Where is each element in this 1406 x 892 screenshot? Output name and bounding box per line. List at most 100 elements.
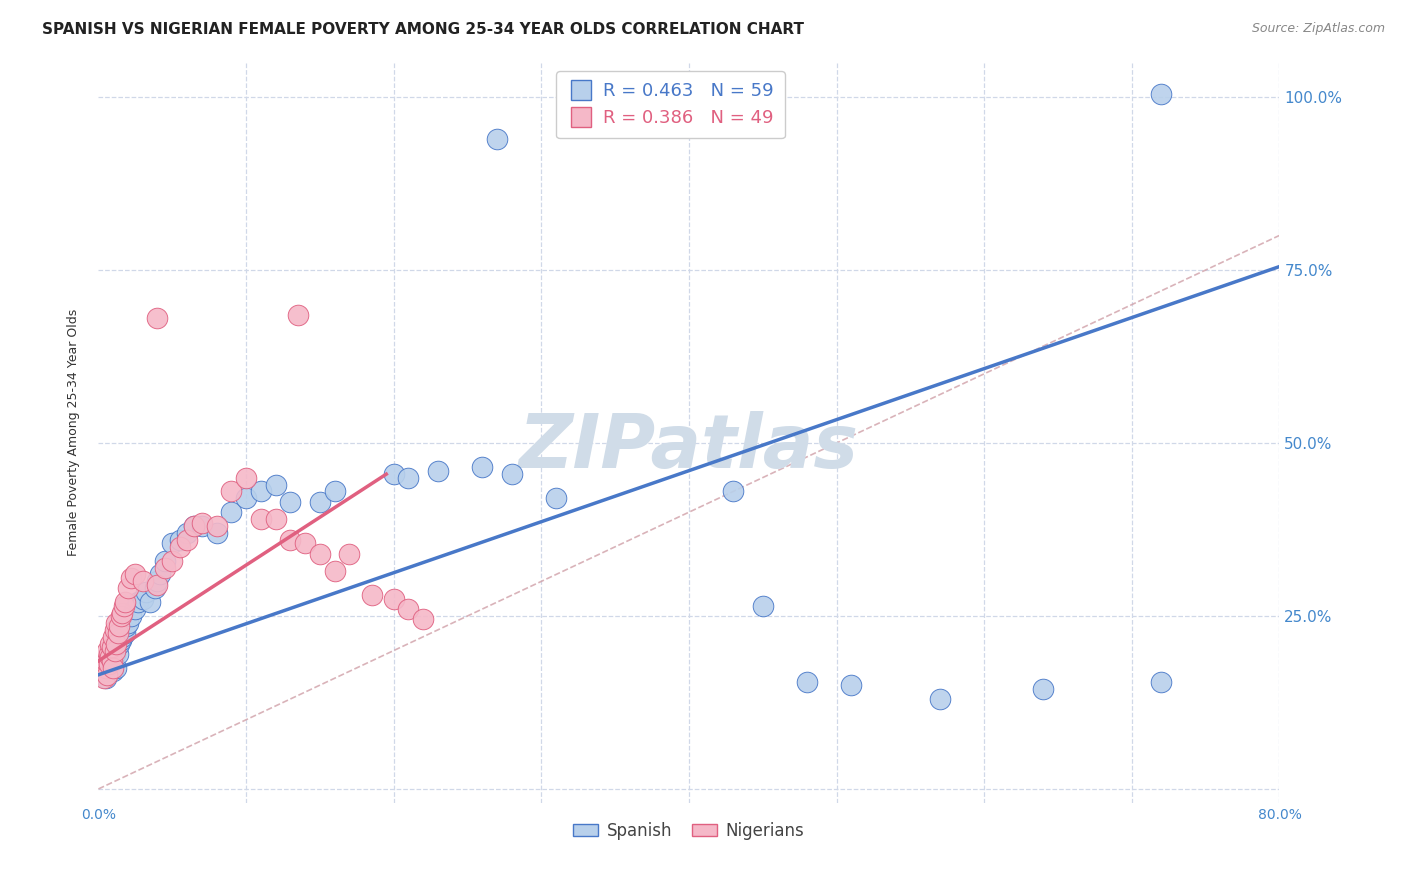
Point xyxy=(111,630,134,644)
Point xyxy=(114,626,136,640)
Point xyxy=(176,525,198,540)
Point xyxy=(98,657,121,672)
Point xyxy=(427,464,450,478)
Point xyxy=(104,647,127,661)
Point xyxy=(382,591,405,606)
Point xyxy=(205,519,228,533)
Point xyxy=(221,484,243,499)
Point xyxy=(264,512,287,526)
Point xyxy=(96,665,118,679)
Point xyxy=(100,640,122,654)
Point xyxy=(110,633,132,648)
Point xyxy=(110,626,132,640)
Point xyxy=(112,623,135,637)
Point xyxy=(135,584,157,599)
Point xyxy=(98,650,121,665)
Point xyxy=(100,654,122,668)
Point xyxy=(398,470,420,484)
Point xyxy=(169,540,191,554)
Point xyxy=(94,654,117,668)
Point xyxy=(205,525,228,540)
Point xyxy=(91,661,114,675)
Point xyxy=(120,609,142,624)
Point xyxy=(108,637,131,651)
Point xyxy=(250,484,273,499)
Point xyxy=(107,626,129,640)
Point xyxy=(105,661,128,675)
Point xyxy=(471,460,494,475)
Point xyxy=(841,678,863,692)
Point xyxy=(105,615,128,630)
Point xyxy=(169,533,191,547)
Point xyxy=(339,547,361,561)
Point xyxy=(97,647,120,661)
Point xyxy=(1150,87,1173,101)
Point xyxy=(112,599,135,613)
Point xyxy=(796,674,818,689)
Point xyxy=(183,519,205,533)
Point xyxy=(1032,681,1054,696)
Text: Source: ZipAtlas.com: Source: ZipAtlas.com xyxy=(1251,22,1385,36)
Point xyxy=(127,595,149,609)
Point xyxy=(153,554,176,568)
Point xyxy=(146,311,169,326)
Point xyxy=(96,643,118,657)
Point xyxy=(250,512,273,526)
Point xyxy=(191,516,214,530)
Point xyxy=(264,477,287,491)
Point xyxy=(149,567,172,582)
Point xyxy=(132,591,155,606)
Text: ZIPatlas: ZIPatlas xyxy=(519,411,859,484)
Point xyxy=(287,308,309,322)
Point xyxy=(139,595,162,609)
Point xyxy=(235,470,257,484)
Point xyxy=(124,602,146,616)
Point xyxy=(104,623,127,637)
Point xyxy=(97,657,120,672)
Point xyxy=(107,647,129,661)
Point xyxy=(103,661,125,675)
Point xyxy=(723,484,745,499)
Point xyxy=(94,671,117,685)
Point xyxy=(96,667,118,681)
Legend: Spanish, Nigerians: Spanish, Nigerians xyxy=(567,815,811,847)
Point xyxy=(100,654,122,668)
Point xyxy=(162,554,183,568)
Point xyxy=(124,567,146,582)
Point xyxy=(111,606,134,620)
Point xyxy=(98,637,121,651)
Point xyxy=(146,578,169,592)
Point xyxy=(108,619,131,633)
Point xyxy=(105,637,128,651)
Point xyxy=(94,654,117,668)
Point xyxy=(153,560,176,574)
Point xyxy=(117,582,139,596)
Point xyxy=(412,612,434,626)
Text: SPANISH VS NIGERIAN FEMALE POVERTY AMONG 25-34 YEAR OLDS CORRELATION CHART: SPANISH VS NIGERIAN FEMALE POVERTY AMONG… xyxy=(42,22,804,37)
Point xyxy=(501,467,523,482)
Point xyxy=(132,574,155,589)
Point xyxy=(398,602,420,616)
Point xyxy=(183,519,205,533)
Point xyxy=(115,619,138,633)
Point xyxy=(309,547,332,561)
Point xyxy=(221,505,243,519)
Point xyxy=(104,643,127,657)
Point xyxy=(93,671,115,685)
Point xyxy=(97,661,120,675)
Point xyxy=(176,533,198,547)
Point xyxy=(143,582,166,596)
Point xyxy=(94,661,117,675)
Point xyxy=(360,588,382,602)
Point xyxy=(146,574,169,589)
Point xyxy=(929,692,952,706)
Point xyxy=(235,491,257,506)
Point xyxy=(546,491,568,506)
Point xyxy=(752,599,775,613)
Point xyxy=(105,640,128,654)
Point xyxy=(323,484,346,499)
Point xyxy=(103,630,125,644)
Point xyxy=(309,495,332,509)
Point xyxy=(103,665,125,679)
Point xyxy=(294,536,316,550)
